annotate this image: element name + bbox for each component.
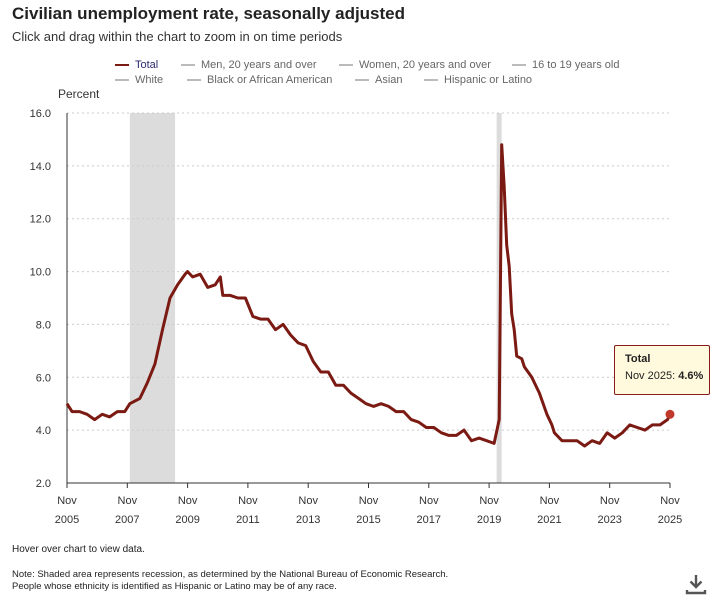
legend-swatch xyxy=(115,64,129,66)
x-tick-month: Nov xyxy=(298,495,318,507)
y-tick-label: 16.0 xyxy=(30,108,51,120)
download-icon xyxy=(685,575,707,595)
legend-swatch xyxy=(512,64,526,66)
series-line-total xyxy=(65,143,672,448)
x-tick-month: Nov xyxy=(178,495,198,507)
download-button[interactable] xyxy=(685,573,707,595)
x-tick-year: 2015 xyxy=(356,514,380,526)
legend-item-total[interactable]: Total xyxy=(115,59,158,71)
legend-item-asian[interactable]: Asian xyxy=(355,74,403,86)
y-tick-label: 2.0 xyxy=(36,478,51,490)
y-tick-label: 6.0 xyxy=(36,372,51,384)
x-tick-year: 2021 xyxy=(537,514,561,526)
data-tooltip: Total Nov 2025: 4.6% xyxy=(614,345,710,395)
legend-label: Hispanic or Latino xyxy=(444,74,533,86)
tooltip-line: Nov 2025: 4.6% xyxy=(625,370,709,382)
legend-swatch xyxy=(424,79,438,81)
x-tick-month: Nov xyxy=(479,495,499,507)
y-tick-label: 4.0 xyxy=(36,425,51,437)
legend-label: Asian xyxy=(375,74,403,86)
x-tick-month: Nov xyxy=(238,495,258,507)
chart-title: Civilian unemployment rate, seasonally a… xyxy=(12,4,406,23)
x-tick-year: 2017 xyxy=(417,514,441,526)
x-tick-month: Nov xyxy=(540,495,560,507)
legend-swatch xyxy=(181,64,195,66)
legend-swatch xyxy=(339,64,353,66)
x-tick-month: Nov xyxy=(419,495,439,507)
hover-note: Hover over chart to view data. xyxy=(12,544,145,555)
tooltip-value: 4.6% xyxy=(678,370,704,382)
y-tick-label: 14.0 xyxy=(30,161,51,173)
legend-label: Black or African American xyxy=(207,74,333,86)
y-tick-label: 8.0 xyxy=(36,319,51,331)
y-tick-label: 10.0 xyxy=(30,267,51,279)
legend-item-women[interactable]: Women, 20 years and over xyxy=(339,59,491,71)
x-tick-year: 2009 xyxy=(175,514,199,526)
tooltip-label: Nov 2025: xyxy=(625,370,676,382)
x-tick-year: 2011 xyxy=(236,514,260,526)
tooltip-title: Total xyxy=(625,353,651,365)
legend-item-men[interactable]: Men, 20 years and over xyxy=(181,59,317,71)
legend-label: White xyxy=(135,74,164,86)
footnote: Note: Shaded area represents recession, … xyxy=(12,569,448,593)
x-tick-year: 2019 xyxy=(477,514,501,526)
legend-swatch xyxy=(355,79,369,81)
x-tick-year: 2013 xyxy=(296,514,320,526)
x-tick-month: Nov xyxy=(57,495,77,507)
recession-band xyxy=(129,113,176,483)
footnote-line-1: Note: Shaded area represents recession, … xyxy=(12,569,449,580)
y-axis-label: Percent xyxy=(58,87,100,101)
chart-subtitle: Click and drag within the chart to zoom … xyxy=(12,29,343,44)
legend-swatch xyxy=(115,79,129,81)
x-tick-month: Nov xyxy=(359,495,379,507)
legend-label: Men, 20 years and over xyxy=(201,59,317,71)
x-tick-year: 2007 xyxy=(115,514,139,526)
legend-label: Total xyxy=(135,59,159,71)
x-tick-month: Nov xyxy=(118,495,138,507)
legend-item-teens[interactable]: 16 to 19 years old xyxy=(512,59,619,71)
highlight-point xyxy=(665,409,675,419)
legend-item-white[interactable]: White xyxy=(115,74,163,86)
y-tick-label: 12.0 xyxy=(30,214,51,226)
legend-swatch xyxy=(187,79,201,81)
legend-label: 16 to 19 years old xyxy=(532,59,620,71)
legend-item-black[interactable]: Black or African American xyxy=(187,74,332,86)
x-tick-year: 2023 xyxy=(597,514,621,526)
legend-item-hispanic[interactable]: Hispanic or Latino xyxy=(424,74,532,86)
x-tick-year: 2025 xyxy=(658,514,682,526)
x-tick-month: Nov xyxy=(660,495,680,507)
legend-label: Women, 20 years and over xyxy=(359,59,491,71)
footnote-line-2: People whose ethnicity is identified as … xyxy=(12,581,337,592)
x-tick-year: 2005 xyxy=(55,514,79,526)
x-tick-month: Nov xyxy=(600,495,620,507)
